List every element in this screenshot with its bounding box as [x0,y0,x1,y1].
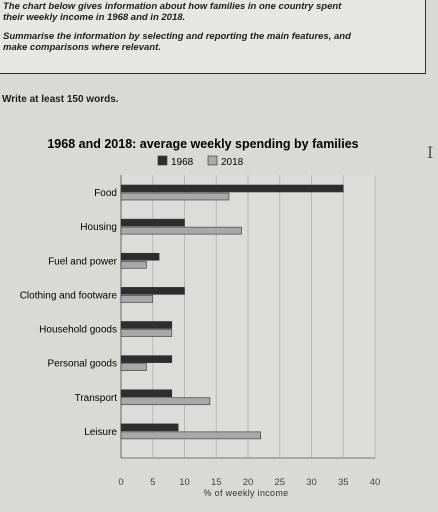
x-tick-label: 30 [306,477,317,488]
chart-legend: 1968 2018 [157,155,244,168]
task-line-1: The chart below gives information about … [3,1,342,12]
category-label-housing: Housing [80,222,117,233]
category-labels: Food Housing Fuel and power Clothing and fo… [20,188,118,438]
bar-fuel-and-power-2018 [120,260,147,269]
category-label-fuel-and-power: Fuel and power [48,256,118,267]
bar-clothing-and-footware-2018 [120,295,154,303]
bar-fuel-and-power-1968 [120,252,160,261]
bar-transport-2018 [120,397,211,406]
category-label-leisure: Leisure [84,427,117,438]
task-line-2: their weekly income in 1968 and in 2018. [3,12,186,23]
text-cursor-icon: I [427,143,434,162]
category-label-clothing-and-footware: Clothing and footware [20,290,118,301]
bar-transport-1968 [120,389,173,398]
chart-title: 1968 and 2018: average weekly spending b… [47,137,358,151]
task-line-3: Summarise the information by selecting a… [3,31,351,42]
category-label-household-goods: Household goods [39,325,117,336]
bar-household-goods-2018 [120,329,173,337]
bar-personal-goods-1968 [120,355,173,363]
category-label-food: Food [94,188,117,199]
bar-personal-goods-2018 [120,363,147,371]
bar-food-2018 [120,192,230,201]
bar-household-goods-1968 [120,321,173,329]
bar-leisure-2018 [120,431,261,440]
x-tick-label: 0 [118,477,123,488]
task-line-4: make comparisons where relevant. [3,42,161,53]
category-label-transport: Transport [75,393,118,404]
x-tick-label: 15 [211,477,222,488]
chart-bars [120,184,344,440]
x-axis-title: % of weekly income [204,488,289,498]
bar-housing-2018 [120,226,242,235]
x-tick-label: 20 [243,477,254,488]
legend-swatch-1968 [157,155,168,166]
bar-clothing-and-footware-1968 [120,287,185,295]
x-tick-label: 5 [150,477,155,488]
bar-housing-1968 [120,218,185,227]
bar-food-1968 [120,184,344,193]
chart-grid [120,175,376,459]
word-count-instruction: Write at least 150 words. [2,94,119,105]
x-tick-labels: 0 5 10 15 20 25 30 35 40 [118,477,380,488]
x-tick-label: 35 [338,477,349,488]
legend-swatch-2018 [207,155,218,166]
task-instructions: The chart below gives information about … [0,0,426,74]
x-tick-label: 25 [274,477,285,488]
bar-leisure-1968 [120,423,179,432]
legend-label-1968: 1968 [171,157,194,168]
x-tick-label: 10 [179,477,190,488]
legend-label-2018: 2018 [221,157,244,168]
category-label-personal-goods: Personal goods [48,359,118,370]
x-tick-label: 40 [370,477,381,488]
